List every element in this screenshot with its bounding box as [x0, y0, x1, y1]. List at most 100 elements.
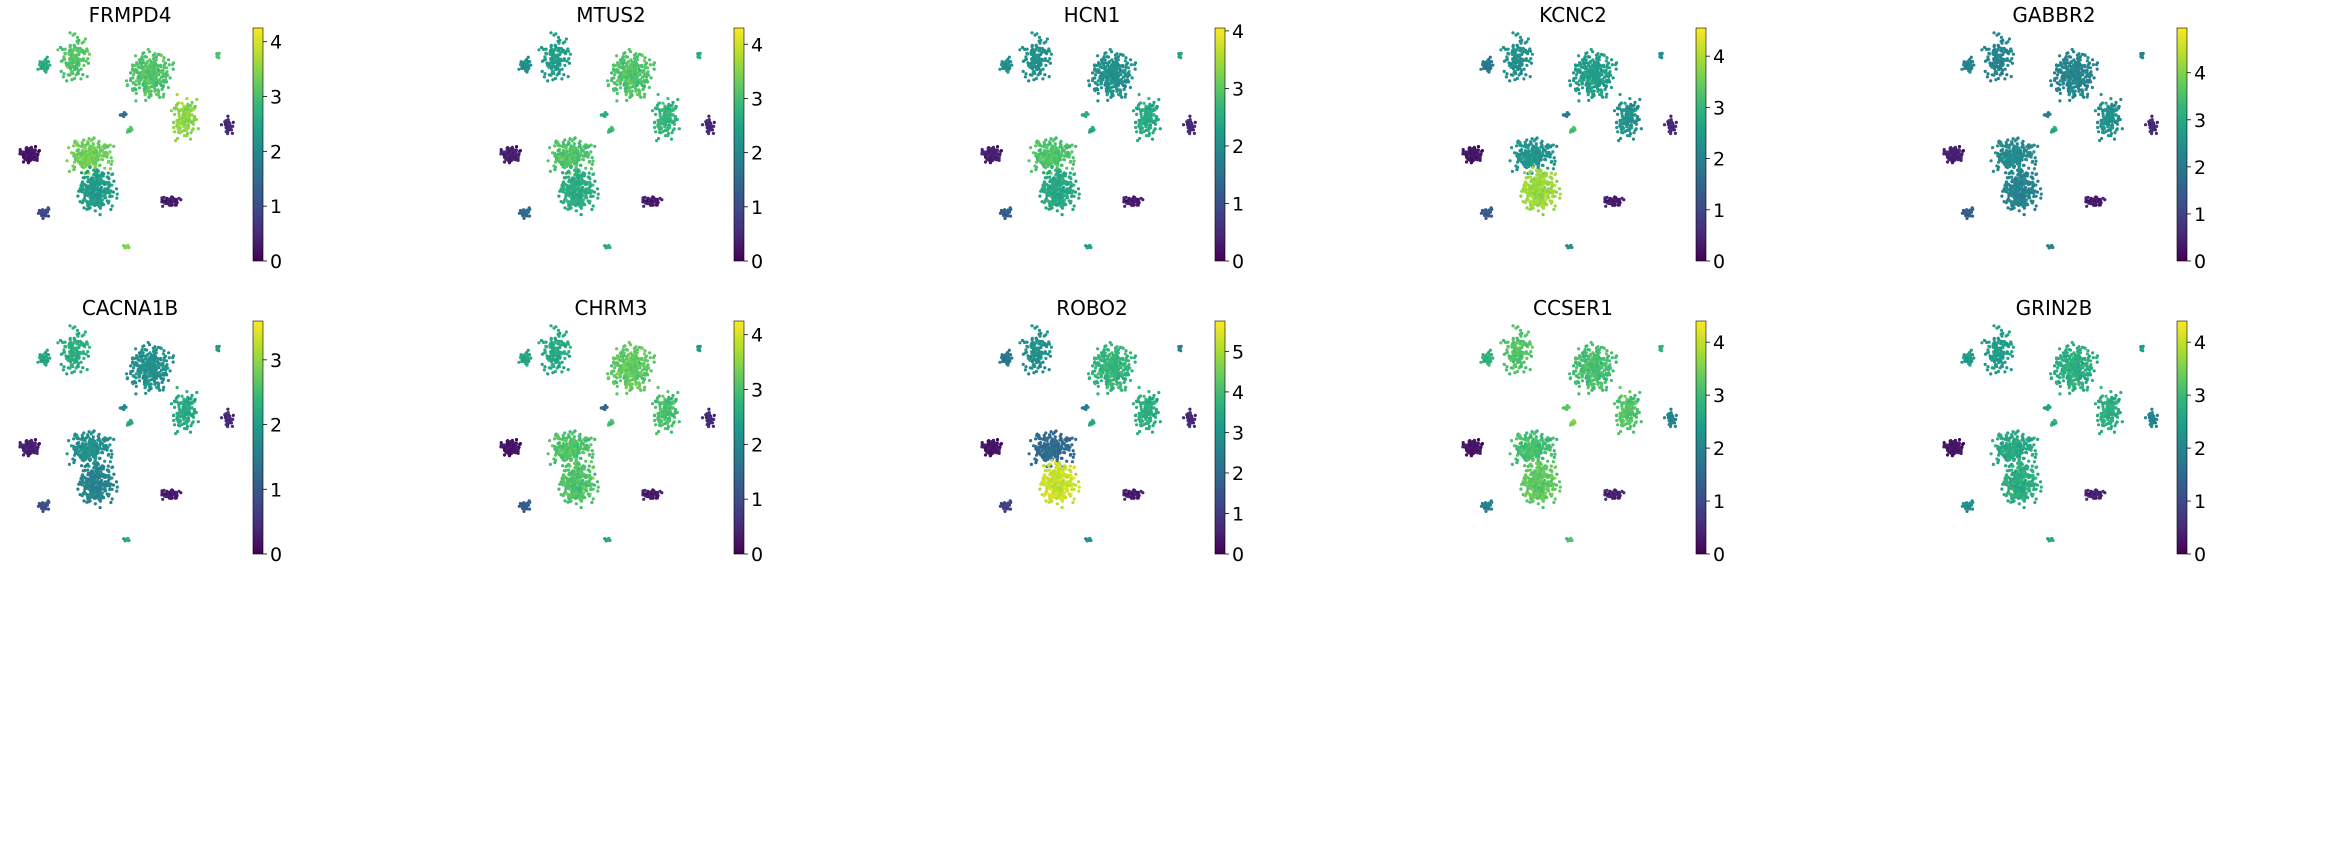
cell-point	[126, 243, 130, 248]
cell-point	[81, 181, 85, 185]
cell-point	[539, 45, 544, 50]
cell-point	[44, 62, 48, 66]
cell-point	[1045, 199, 1049, 203]
cell-point	[173, 130, 177, 134]
cell-point	[619, 81, 623, 85]
cell-point	[562, 151, 566, 155]
cell-point	[1097, 68, 1101, 73]
cell-point	[1065, 154, 1069, 158]
cell-point	[579, 178, 583, 182]
cell-point	[1509, 73, 1513, 77]
cell-point	[578, 203, 582, 207]
cell-point	[563, 206, 567, 210]
cell-point	[657, 101, 662, 105]
cell-point	[75, 58, 79, 62]
cell-point	[1609, 73, 1613, 77]
cell-point	[141, 61, 145, 65]
cell-point	[175, 92, 179, 97]
cell-point	[103, 182, 108, 186]
cell-point	[1612, 109, 1617, 113]
cell-point	[1485, 59, 1489, 64]
cell-point	[1123, 70, 1127, 74]
colorbar-tick-label: 3	[751, 88, 763, 110]
cell-point	[41, 216, 45, 220]
cell-point	[92, 189, 96, 193]
cell-point	[70, 63, 74, 67]
cell-point	[655, 139, 659, 143]
cell-point	[612, 81, 616, 85]
cell-point	[632, 53, 636, 57]
cell-point	[1007, 55, 1011, 59]
cell-point	[1044, 138, 1048, 142]
cell-point	[96, 196, 100, 200]
cell-point	[97, 163, 101, 167]
cell-point	[568, 137, 572, 141]
cell-point	[1050, 144, 1054, 148]
cell-point	[109, 162, 113, 166]
cell-point	[226, 114, 230, 118]
cell-point	[1520, 52, 1524, 57]
cell-point	[564, 188, 568, 192]
cell-point	[1037, 148, 1042, 152]
cell-point	[658, 112, 662, 116]
cell-point	[1027, 79, 1031, 83]
cell-point	[172, 125, 176, 130]
cell-point	[1153, 108, 1157, 112]
cell-point	[1509, 62, 1513, 66]
cell-point	[33, 145, 38, 149]
cell-point	[636, 92, 640, 97]
cell-point	[1034, 76, 1038, 81]
cell-point	[1177, 52, 1181, 56]
cell-point	[81, 73, 85, 77]
cell-point	[190, 113, 194, 117]
cell-point	[1585, 51, 1589, 55]
cell-point	[145, 69, 149, 73]
cell-point	[572, 142, 576, 146]
cell-point	[615, 79, 619, 83]
cell-point	[1100, 75, 1104, 79]
cell-point	[1041, 184, 1045, 188]
cell-point	[110, 172, 114, 177]
cell-point	[89, 177, 93, 181]
cell-point	[502, 160, 507, 164]
cell-point	[138, 59, 142, 63]
cell-point	[191, 122, 196, 126]
cell-point	[1518, 35, 1523, 40]
cell-point	[1192, 131, 1196, 135]
cell-point	[992, 151, 997, 155]
cell-point	[581, 157, 585, 161]
cell-point	[131, 76, 135, 80]
cell-point	[1609, 85, 1613, 90]
cell-point	[114, 187, 119, 191]
cell-point	[94, 193, 98, 197]
cell-point	[596, 192, 600, 196]
cell-point	[71, 151, 76, 155]
cell-point	[627, 86, 631, 90]
cell-point	[1048, 175, 1052, 179]
cell-point	[567, 204, 571, 208]
cell-point	[556, 58, 560, 62]
cell-point	[677, 127, 681, 131]
cell-point	[110, 194, 114, 198]
cell-point	[655, 201, 659, 205]
cell-point	[1077, 196, 1081, 200]
cell-point	[514, 145, 519, 149]
cell-point	[172, 106, 177, 110]
cell-point	[1049, 137, 1053, 141]
cell-point	[591, 194, 595, 198]
cell-point	[591, 204, 595, 208]
cell-point	[549, 43, 553, 48]
cell-point	[553, 76, 557, 81]
cell-point	[1577, 91, 1581, 95]
cell-point	[668, 126, 672, 130]
cell-point	[1032, 51, 1036, 55]
cell-point	[169, 201, 173, 206]
cell-point	[97, 203, 101, 207]
cell-point	[1488, 55, 1492, 59]
cell-point	[559, 59, 563, 63]
cell-point	[98, 153, 102, 157]
cell-point	[1506, 47, 1510, 51]
cell-point	[1072, 159, 1076, 163]
cell-point	[672, 127, 676, 131]
cell-point	[654, 130, 658, 134]
